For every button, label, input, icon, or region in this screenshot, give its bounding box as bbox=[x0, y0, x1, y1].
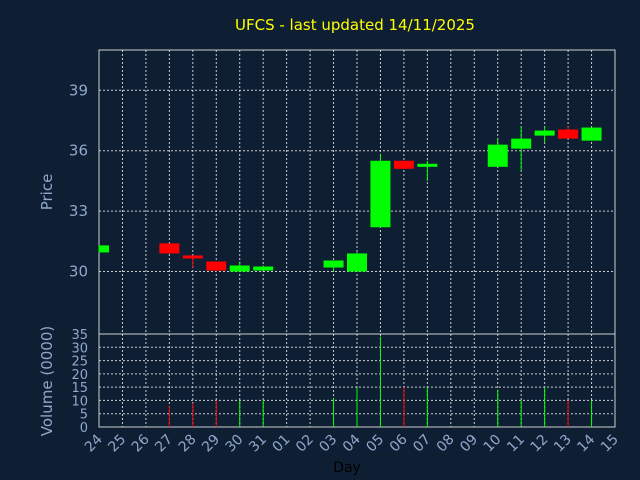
candle-body bbox=[393, 160, 414, 169]
candle-body bbox=[229, 265, 250, 272]
price-tick-label: 36 bbox=[69, 142, 88, 160]
x-tick-label: 11 bbox=[504, 432, 528, 456]
x-tick-label: 15 bbox=[598, 432, 622, 456]
x-tick-label: 29 bbox=[199, 432, 223, 456]
x-tick-label: 27 bbox=[152, 432, 176, 456]
volume-tick-label: 25 bbox=[71, 355, 88, 370]
candle-body bbox=[534, 130, 555, 136]
price-panel: 30 33 36 39 Price bbox=[38, 49, 616, 335]
candle-body bbox=[323, 260, 344, 268]
x-tick-label: 05 bbox=[363, 432, 387, 456]
x-tick-label: 26 bbox=[129, 431, 153, 455]
price-y-ticks: 30 33 36 39 bbox=[69, 81, 88, 280]
volume-tick-label: 20 bbox=[71, 368, 88, 383]
x-tick-label: 12 bbox=[528, 432, 552, 456]
x-tick-label: 31 bbox=[246, 432, 270, 456]
price-tick-label: 33 bbox=[69, 202, 88, 220]
candle-body bbox=[253, 266, 274, 271]
candle-body bbox=[370, 160, 391, 228]
volume-tick-label: 5 bbox=[80, 408, 88, 423]
x-tick-label: 09 bbox=[457, 432, 481, 456]
candle-body bbox=[206, 261, 227, 271]
candle-body bbox=[99, 245, 109, 253]
x-tick-label: 02 bbox=[293, 432, 317, 456]
x-tick-label: 25 bbox=[105, 432, 129, 456]
price-tick-label: 39 bbox=[69, 81, 88, 99]
x-tick-label: 07 bbox=[410, 432, 434, 456]
x-tick-label: 13 bbox=[551, 432, 575, 456]
candle-body bbox=[558, 129, 579, 139]
volume-tick-label: 15 bbox=[71, 381, 88, 396]
x-tick-label: 01 bbox=[270, 432, 294, 456]
price-grid bbox=[99, 50, 615, 334]
x-ticks: 24 25 26 27 28 29 30 31 01 02 03 04 05 06 07 08 09 10 11 12… bbox=[82, 431, 622, 455]
candle-body bbox=[182, 255, 203, 259]
candle-body bbox=[511, 138, 532, 149]
price-axis-label: Price bbox=[38, 174, 56, 211]
x-tick-label: 30 bbox=[223, 432, 247, 456]
candle-body bbox=[487, 144, 508, 167]
x-tick-label: 04 bbox=[340, 431, 364, 455]
candles bbox=[98, 126, 602, 272]
x-tick-label: 08 bbox=[434, 432, 458, 456]
volume-tick-label: 0 bbox=[80, 421, 88, 436]
x-tick-label: 28 bbox=[176, 432, 200, 456]
price-tick-label: 30 bbox=[69, 263, 88, 281]
x-tick-label: 10 bbox=[481, 432, 505, 456]
candle-body bbox=[581, 127, 602, 141]
candle-body bbox=[347, 253, 367, 272]
x-tick-label: 06 bbox=[387, 431, 411, 455]
x-axis-label: Day bbox=[333, 460, 361, 476]
volume-tick-label: 10 bbox=[71, 394, 88, 409]
volume-tick-label: 30 bbox=[71, 341, 88, 356]
candle-body bbox=[417, 163, 438, 167]
volume-bars bbox=[168, 336, 593, 427]
x-tick-label: 14 bbox=[574, 431, 598, 455]
candle-body bbox=[159, 243, 180, 254]
x-tick-label: 03 bbox=[316, 432, 340, 456]
volume-axis-label: Volume (0000) bbox=[38, 326, 56, 436]
chart-title: UFCS - last updated 14/11/2025 bbox=[235, 16, 475, 34]
volume-tick-label: 35 bbox=[71, 328, 88, 343]
